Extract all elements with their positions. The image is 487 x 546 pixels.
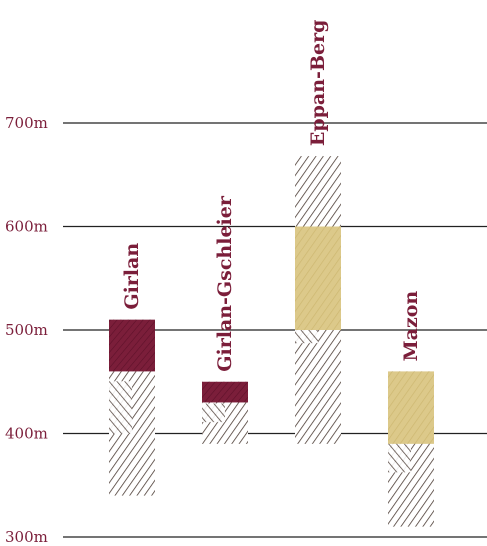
bar-range-texture-girlan [109,381,132,435]
y-tick-label-300: 300m [5,528,48,546]
bar-highlight-mazon [388,371,434,444]
y-tick-label-600: 600m [5,218,48,236]
bar-highlight-eppan-berg [295,226,341,330]
bar-range-texture-girlan-gschleier [202,403,225,423]
category-label-girlan-gschleier: Girlan-Gschleier [214,195,236,372]
category-label-mazon: Mazon [400,291,422,362]
bar-highlight-girlan-gschleier [202,381,248,403]
y-tick-label-500: 500m [5,321,48,339]
y-tick-label-700: 700m [5,114,48,132]
category-label-girlan: Girlan [121,243,143,310]
bar-highlight-girlan [109,319,155,372]
category-label-eppan-berg: Eppan-Berg [307,20,329,147]
y-tick-label-400: 400m [5,425,48,443]
